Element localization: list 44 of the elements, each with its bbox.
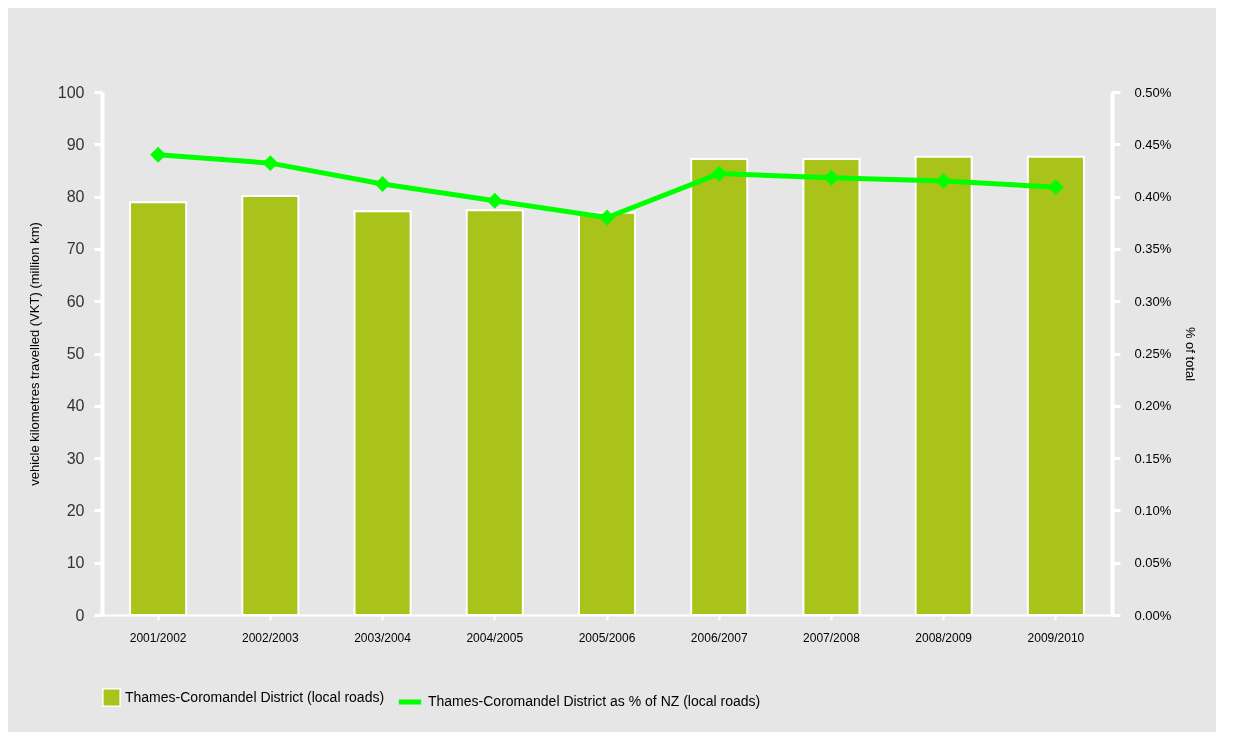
y-tick-label: 30 (66, 449, 85, 467)
legend-label: Thames-Coromandel District as % of NZ (local roads) (428, 693, 761, 709)
y2-tick-label: 0.25% (1134, 346, 1172, 361)
y-tick-label: 40 (66, 397, 85, 415)
y2-tick-label: 0.10% (1134, 502, 1172, 518)
point (487, 193, 503, 209)
point (599, 210, 615, 226)
y2-tick-label: 0.20% (1134, 398, 1172, 414)
point (150, 147, 166, 163)
y-tick-label: 20 (66, 501, 85, 519)
x-tick-label: 2003/2004 (354, 630, 412, 645)
y-tick-label: 60 (66, 292, 85, 310)
point (711, 166, 727, 182)
y2-tick-label: 0.40% (1134, 189, 1172, 205)
point (823, 170, 839, 186)
y-tick-label: 50 (66, 345, 85, 362)
y2-tick-label: 0.35% (1134, 241, 1172, 257)
point (262, 155, 278, 171)
x-tick-label: 2006/2007 (690, 630, 748, 645)
y-tick-label: 100 (57, 83, 85, 101)
point (1048, 179, 1064, 195)
y2-axis-title: % of total (1183, 326, 1199, 382)
y-tick-label: 10 (66, 554, 85, 572)
y-tick-label: 90 (66, 135, 85, 153)
y-axis-title: vehicle kilometres travelled (VKT) (million km) (26, 222, 42, 486)
y-tick-label: 70 (66, 240, 85, 258)
x-tick-label: 2008/2009 (915, 630, 973, 645)
y2-tick-label: 0.45% (1134, 136, 1172, 152)
y-tick-label: 80 (66, 188, 85, 206)
y2-tick-label: 0.50% (1134, 84, 1172, 100)
x-tick-label: 2002/2003 (241, 630, 300, 645)
point (936, 173, 952, 189)
y2-tick-label: 0.30% (1134, 293, 1172, 309)
y2-tick-label: 0.05% (1134, 555, 1172, 571)
y2-tick-label: 0.00% (1134, 607, 1172, 623)
x-tick-label: 2005/2006 (578, 630, 636, 645)
x-tick-label: 2004/2005 (466, 630, 524, 645)
point (375, 176, 391, 192)
y2-tick-label: 0.15% (1134, 450, 1172, 466)
x-tick-label: 2007/2008 (803, 630, 861, 645)
x-tick-label: 2001/2002 (129, 630, 187, 645)
x-tick-label: 2009/2010 (1027, 630, 1085, 645)
legend-label: Thames-Coromandel District (local roads) (125, 688, 385, 705)
y-tick-label: 0 (75, 606, 85, 624)
